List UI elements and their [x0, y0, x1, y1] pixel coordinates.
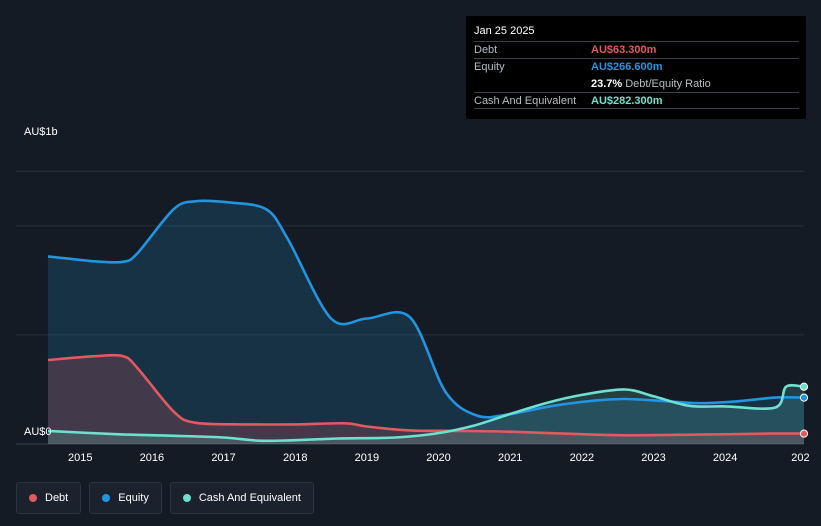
tooltip-equity-label: Equity [474, 61, 505, 73]
x-axis: 2015 2016 2017 2018 2019 2020 2021 2022 2023 2024… [68, 452, 810, 464]
series-areas [48, 200, 804, 444]
x-tick-label: 202 [791, 452, 809, 464]
legend-item-equity[interactable]: Equity [89, 482, 162, 514]
tooltip-ratio-row: 23.7% Debt/Equity Ratio [474, 75, 799, 92]
tooltip-cash-label: Cash And Equivalent [474, 94, 577, 107]
tooltip-debt-label: Debt [474, 44, 498, 56]
line-equity [47, 199, 805, 419]
x-tick-label: 2020 [426, 452, 450, 464]
area-equity [48, 200, 804, 444]
legend-dot-debt-icon [29, 494, 37, 502]
y-axis-bottom-label: AU$0 [24, 426, 52, 438]
x-tick-label: 2024 [713, 452, 737, 464]
legend-label-debt: Debt [45, 492, 69, 504]
tooltip-date: Jan 25 2025 [474, 25, 535, 37]
tooltip-debt-value: AU$63.300m [591, 44, 657, 56]
series-lines [47, 199, 805, 443]
data-tooltip: Jan 25 2025 Debt AU$63.300m Equity AU$26… [466, 16, 806, 119]
legend-label-equity: Equity [118, 492, 149, 504]
line-debt [47, 353, 805, 437]
series-end-markers [799, 382, 809, 438]
x-tick-label: 2018 [283, 452, 307, 464]
x-tick-label: 2021 [498, 452, 522, 464]
x-tick-label: 2016 [140, 452, 164, 464]
legend-dot-equity-icon [102, 494, 111, 502]
x-tick-label: 2015 [68, 452, 92, 464]
legend-item-debt[interactable]: Debt [16, 482, 82, 514]
end-marker-equity [799, 393, 809, 402]
line-cash-and-equivalent [47, 383, 805, 443]
tooltip-debt-row: Debt AU$63.300m [474, 41, 799, 58]
y-axis-top-label: AU$1b [24, 126, 58, 138]
chart-legend: Debt Equity Cash And Equivalent [16, 482, 314, 514]
x-tick-label: 2017 [211, 452, 235, 464]
x-tick-label: 2022 [570, 452, 594, 464]
tooltip-cash-value: AU$282.300m [591, 94, 663, 107]
tooltip-equity-row: Equity AU$266.600m [474, 58, 799, 75]
x-tick-label: 2019 [355, 452, 379, 464]
tooltip-equity-value: AU$266.600m [591, 61, 663, 73]
tooltip-ratio-label: Debt/Equity Ratio [625, 77, 711, 90]
legend-item-cash[interactable]: Cash And Equivalent [169, 482, 314, 514]
legend-label-cash: Cash And Equivalent [198, 492, 301, 504]
end-marker-debt [799, 429, 809, 438]
legend-dot-cash-icon [182, 494, 191, 502]
tooltip-cash-row: Cash And Equivalent AU$282.300m [474, 92, 799, 109]
tooltip-ratio-value: 23.7% [591, 77, 623, 90]
x-tick-label: 2023 [641, 452, 665, 464]
grid-lines [16, 170, 804, 445]
end-marker-cash-and-equivalent [799, 382, 809, 391]
